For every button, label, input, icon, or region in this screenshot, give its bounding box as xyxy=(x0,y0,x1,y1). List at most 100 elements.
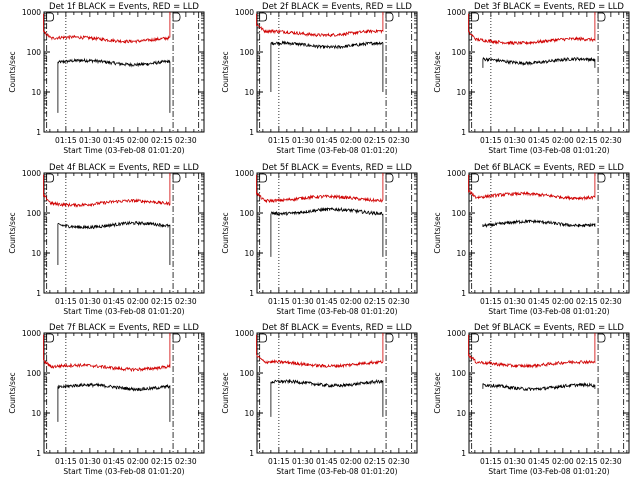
x-tick-label: 01:45 xyxy=(528,297,550,306)
events-series-line xyxy=(270,378,384,417)
x-tick-label: 01:30 xyxy=(79,457,101,466)
x-tick-label: 01:30 xyxy=(504,457,526,466)
flag-marker xyxy=(385,333,394,343)
panel-6: Det 6f BLACK = Events, RED = LLD 1 10 100 10… xyxy=(433,163,630,316)
x-tick-label: 02:00 xyxy=(340,136,362,145)
panel-title: Det 4f BLACK = Events, RED = LLD xyxy=(49,163,199,173)
y-tick-label: 1 xyxy=(461,289,466,298)
flag-marker xyxy=(471,12,480,22)
y-tick-label: 100 xyxy=(27,209,42,218)
x-tick-label: 02:00 xyxy=(340,297,362,306)
x-tick-label: 01:15 xyxy=(55,457,77,466)
x-tick-label: 01:45 xyxy=(103,136,125,145)
plot-frame xyxy=(468,11,630,133)
x-axis-label: Start Time (03-Feb-08 01:01:20) xyxy=(488,467,609,476)
lld-series-line xyxy=(43,12,171,44)
events-series-line xyxy=(57,57,171,113)
x-tick-label: 01:30 xyxy=(79,136,101,145)
flag-marker xyxy=(597,173,606,183)
panel-title: Det 9f BLACK = Events, RED = LLD xyxy=(474,323,624,333)
x-tick-label: 02:15 xyxy=(364,457,386,466)
lld-series-line xyxy=(468,333,596,369)
events-series-line xyxy=(482,381,596,392)
panel-7: Det 7f BLACK = Events, RED = LLD 1 10 100 10… xyxy=(8,323,205,476)
y-axis-label: Counts/sec xyxy=(433,51,442,92)
x-axis-label: Start Time (03-Feb-08 01:01:20) xyxy=(276,467,397,476)
y-axis-label: Counts/sec xyxy=(8,51,17,92)
x-tick-label: 01:45 xyxy=(316,136,338,145)
y-tick-label: 10 xyxy=(456,409,466,418)
y-axis-label: Counts/sec xyxy=(221,212,230,253)
panel-title: Det 7f BLACK = Events, RED = LLD xyxy=(49,323,199,333)
flag-marker xyxy=(385,173,394,183)
lld-series-line xyxy=(43,173,171,208)
flag-marker xyxy=(471,173,480,183)
x-tick-label: 01:45 xyxy=(103,457,125,466)
x-axis-label: Start Time (03-Feb-08 01:01:20) xyxy=(276,146,397,155)
x-tick-label: 02:30 xyxy=(600,297,622,306)
x-axis-label: Start Time (03-Feb-08 01:01:20) xyxy=(63,467,184,476)
panel-title: Det 5f BLACK = Events, RED = LLD xyxy=(262,163,412,173)
y-axis-label: Counts/sec xyxy=(221,51,230,92)
x-axis-label: Start Time (03-Feb-08 01:01:20) xyxy=(276,307,397,316)
lld-series-line xyxy=(256,173,384,204)
x-tick-label: 02:30 xyxy=(600,136,622,145)
y-tick-label: 10 xyxy=(31,249,41,258)
x-tick-label: 02:30 xyxy=(388,297,410,306)
flag-marker xyxy=(46,12,55,22)
flag-marker xyxy=(259,173,268,183)
y-axis-label: Counts/sec xyxy=(433,372,442,413)
x-tick-label: 01:45 xyxy=(528,457,550,466)
x-tick-label: 02:15 xyxy=(576,136,598,145)
x-tick-label: 01:15 xyxy=(55,136,77,145)
events-series-line xyxy=(270,40,384,92)
y-tick-label: 1 xyxy=(461,128,466,137)
y-tick-label: 10 xyxy=(244,409,254,418)
x-tick-label: 01:30 xyxy=(292,297,314,306)
x-tick-label: 01:15 xyxy=(480,297,502,306)
panel-5: Det 5f BLACK = Events, RED = LLD 1 10 100 10… xyxy=(221,163,418,316)
x-tick-label: 02:30 xyxy=(175,297,197,306)
x-tick-label: 02:30 xyxy=(175,457,197,466)
x-tick-label: 02:00 xyxy=(552,457,574,466)
lld-series-line xyxy=(468,12,596,46)
lld-series-line xyxy=(256,333,384,369)
x-tick-label: 01:15 xyxy=(268,457,290,466)
panel-2: Det 2f BLACK = Events, RED = LLD 1 10 100 10… xyxy=(221,2,418,155)
flag-marker xyxy=(172,173,181,183)
y-tick-label: 10 xyxy=(456,88,466,97)
events-series-line xyxy=(57,220,171,265)
y-tick-label: 100 xyxy=(240,209,255,218)
x-tick-label: 02:00 xyxy=(340,457,362,466)
x-tick-label: 02:15 xyxy=(576,457,598,466)
x-axis-label: Start Time (03-Feb-08 01:01:20) xyxy=(63,146,184,155)
y-axis-label: Counts/sec xyxy=(433,212,442,253)
panel-title: Det 2f BLACK = Events, RED = LLD xyxy=(262,2,412,12)
x-tick-label: 01:30 xyxy=(292,457,314,466)
x-tick-label: 01:45 xyxy=(528,136,550,145)
y-tick-label: 10 xyxy=(31,88,41,97)
y-tick-label: 10 xyxy=(244,88,254,97)
plot-frame xyxy=(256,332,418,454)
y-tick-label: 1 xyxy=(36,289,41,298)
x-tick-label: 01:30 xyxy=(504,136,526,145)
x-tick-label: 01:45 xyxy=(103,297,125,306)
flag-marker xyxy=(471,333,480,343)
x-tick-label: 01:30 xyxy=(504,297,526,306)
events-series-line xyxy=(270,206,384,257)
x-axis-label: Start Time (03-Feb-08 01:01:20) xyxy=(488,146,609,155)
flag-marker xyxy=(259,12,268,22)
x-tick-label: 02:30 xyxy=(388,136,410,145)
x-tick-label: 02:15 xyxy=(151,457,173,466)
x-tick-label: 02:30 xyxy=(600,457,622,466)
y-tick-label: 1000 xyxy=(447,329,466,338)
x-tick-label: 02:15 xyxy=(364,297,386,306)
y-axis-label: Counts/sec xyxy=(8,372,17,413)
x-tick-label: 02:30 xyxy=(175,136,197,145)
x-tick-label: 01:15 xyxy=(480,136,502,145)
panel-title: Det 3f BLACK = Events, RED = LLD xyxy=(474,2,624,12)
y-tick-label: 100 xyxy=(452,369,467,378)
y-tick-label: 1000 xyxy=(22,329,41,338)
y-tick-label: 100 xyxy=(452,209,467,218)
